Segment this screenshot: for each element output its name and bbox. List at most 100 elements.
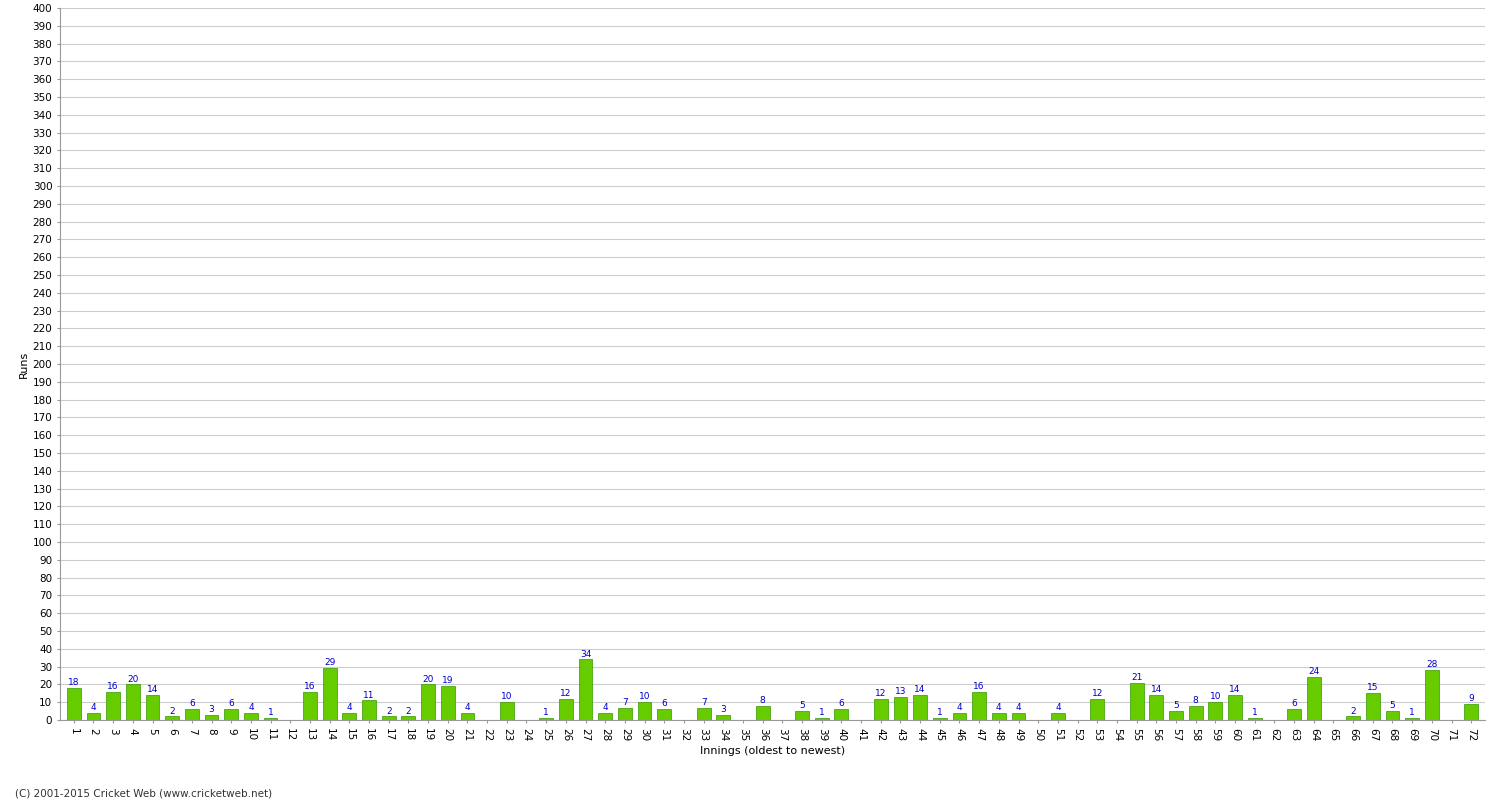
Bar xyxy=(204,714,219,720)
Bar xyxy=(756,706,770,720)
Text: 4: 4 xyxy=(248,703,254,712)
Bar xyxy=(618,707,632,720)
Bar xyxy=(1168,711,1184,720)
Text: 6: 6 xyxy=(1292,699,1298,709)
Bar xyxy=(972,691,986,720)
Bar xyxy=(1209,702,1222,720)
Text: 8: 8 xyxy=(1192,696,1198,705)
Bar xyxy=(1090,698,1104,720)
Bar xyxy=(834,710,849,720)
Bar xyxy=(1228,695,1242,720)
Text: 20: 20 xyxy=(423,674,433,683)
Bar xyxy=(1011,713,1026,720)
Text: 1: 1 xyxy=(938,708,942,718)
Text: 4: 4 xyxy=(1016,703,1022,712)
Text: 10: 10 xyxy=(639,692,651,702)
Text: 14: 14 xyxy=(1150,685,1162,694)
Text: 5: 5 xyxy=(1173,702,1179,710)
Text: 6: 6 xyxy=(662,699,668,709)
Bar xyxy=(1406,718,1419,720)
Text: 12: 12 xyxy=(874,689,886,698)
Text: 14: 14 xyxy=(147,685,158,694)
Text: 14: 14 xyxy=(1230,685,1240,694)
Text: 11: 11 xyxy=(363,690,375,699)
Text: 2: 2 xyxy=(170,706,176,715)
Bar xyxy=(342,713,355,720)
Bar xyxy=(441,686,454,720)
Bar xyxy=(1346,717,1360,720)
Text: 12: 12 xyxy=(560,689,572,698)
Text: 29: 29 xyxy=(324,658,336,667)
Bar xyxy=(894,697,908,720)
Bar xyxy=(1306,678,1320,720)
Bar xyxy=(914,695,927,720)
Text: 6: 6 xyxy=(228,699,234,709)
Text: 12: 12 xyxy=(1092,689,1102,698)
Bar xyxy=(126,685,140,720)
Bar xyxy=(1287,710,1300,720)
Text: 7: 7 xyxy=(622,698,628,706)
Text: 4: 4 xyxy=(1054,703,1060,712)
Bar xyxy=(874,698,888,720)
Bar xyxy=(579,659,592,720)
Text: 4: 4 xyxy=(603,703,608,712)
Bar xyxy=(795,711,808,720)
Bar xyxy=(184,710,200,720)
Bar xyxy=(68,688,81,720)
Text: 3: 3 xyxy=(209,705,214,714)
Text: 1: 1 xyxy=(267,708,273,718)
Bar xyxy=(1052,713,1065,720)
Text: 7: 7 xyxy=(700,698,706,706)
Bar xyxy=(1425,670,1438,720)
Bar xyxy=(87,713,100,720)
Text: 5: 5 xyxy=(1389,702,1395,710)
Text: 2: 2 xyxy=(386,706,392,715)
Bar xyxy=(146,695,159,720)
Text: 18: 18 xyxy=(68,678,80,687)
Bar xyxy=(322,668,336,720)
Text: 4: 4 xyxy=(996,703,1002,712)
Bar xyxy=(362,701,376,720)
X-axis label: Innings (oldest to newest): Innings (oldest to newest) xyxy=(700,746,844,757)
Bar xyxy=(422,685,435,720)
Text: 24: 24 xyxy=(1308,667,1320,676)
Text: 21: 21 xyxy=(1131,673,1143,682)
Bar xyxy=(696,707,711,720)
Bar xyxy=(402,717,416,720)
Text: 34: 34 xyxy=(580,650,591,658)
Bar xyxy=(657,710,670,720)
Text: 19: 19 xyxy=(442,676,453,686)
Bar xyxy=(717,714,730,720)
Bar xyxy=(244,713,258,720)
Text: 14: 14 xyxy=(915,685,926,694)
Bar xyxy=(225,710,238,720)
Bar xyxy=(382,717,396,720)
Bar xyxy=(1386,711,1400,720)
Text: 13: 13 xyxy=(894,687,906,696)
Text: 5: 5 xyxy=(800,702,806,710)
Text: 9: 9 xyxy=(1468,694,1474,703)
Text: 2: 2 xyxy=(1350,706,1356,715)
Bar xyxy=(815,718,828,720)
Bar xyxy=(303,691,316,720)
Text: 28: 28 xyxy=(1426,660,1437,670)
Text: 3: 3 xyxy=(720,705,726,714)
Text: 4: 4 xyxy=(90,703,96,712)
Text: 10: 10 xyxy=(1209,692,1221,702)
Text: (C) 2001-2015 Cricket Web (www.cricketweb.net): (C) 2001-2015 Cricket Web (www.cricketwe… xyxy=(15,788,272,798)
Text: 1: 1 xyxy=(543,708,549,718)
Bar xyxy=(952,713,966,720)
Text: 20: 20 xyxy=(128,674,138,683)
Text: 4: 4 xyxy=(957,703,963,712)
Bar xyxy=(598,713,612,720)
Bar xyxy=(1190,706,1203,720)
Bar xyxy=(106,691,120,720)
Bar xyxy=(264,718,278,720)
Text: 15: 15 xyxy=(1366,683,1378,693)
Text: 1: 1 xyxy=(1410,708,1414,718)
Text: 6: 6 xyxy=(839,699,844,709)
Text: 6: 6 xyxy=(189,699,195,709)
Bar xyxy=(992,713,1005,720)
Text: 1: 1 xyxy=(819,708,825,718)
Bar xyxy=(933,718,946,720)
